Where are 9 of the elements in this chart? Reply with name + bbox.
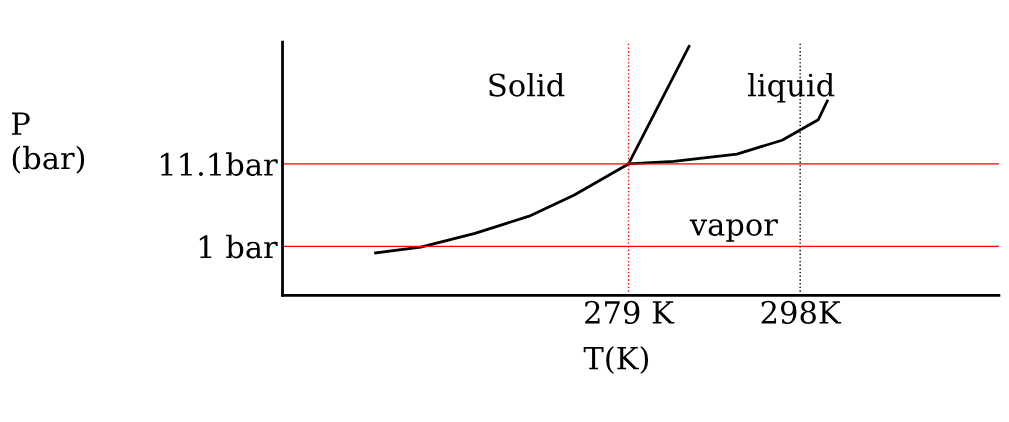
y-tick-label: 1 bar — [199, 234, 278, 259]
y-axis-title: P (bar) — [11, 112, 85, 174]
y-tick-label: 11.1bar — [160, 152, 278, 176]
x-axis-title: T(K) — [583, 346, 649, 375]
annotation: vapor — [689, 219, 778, 242]
x-tick-label: 298K — [761, 300, 842, 324]
annotation: Solid — [489, 72, 565, 97]
x-tick-label: 279 K — [585, 300, 675, 324]
annotation: liquid — [747, 72, 835, 103]
